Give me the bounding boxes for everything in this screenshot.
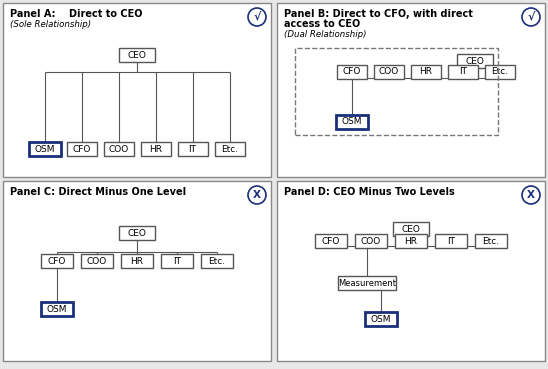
Text: OSM: OSM: [34, 145, 55, 154]
Text: Panel A:    Direct to CEO: Panel A: Direct to CEO: [10, 9, 142, 19]
Text: OSM: OSM: [342, 117, 362, 127]
Text: IT: IT: [459, 68, 467, 76]
FancyBboxPatch shape: [178, 142, 208, 156]
Text: √: √: [253, 11, 261, 21]
Text: COO: COO: [109, 145, 129, 154]
Text: CEO: CEO: [128, 51, 146, 59]
Text: COO: COO: [379, 68, 399, 76]
Text: (Sole Relationship): (Sole Relationship): [10, 20, 91, 29]
FancyBboxPatch shape: [457, 54, 493, 68]
FancyBboxPatch shape: [337, 65, 367, 79]
FancyBboxPatch shape: [411, 65, 441, 79]
Text: HR: HR: [404, 237, 418, 245]
Text: IT: IT: [173, 256, 181, 266]
Text: HR: HR: [420, 68, 432, 76]
FancyBboxPatch shape: [214, 142, 244, 156]
FancyBboxPatch shape: [395, 234, 427, 248]
FancyBboxPatch shape: [315, 234, 347, 248]
Text: IT: IT: [447, 237, 455, 245]
FancyBboxPatch shape: [475, 234, 507, 248]
Text: CFO: CFO: [343, 68, 361, 76]
Text: (Dual Relationship): (Dual Relationship): [284, 30, 367, 39]
FancyBboxPatch shape: [374, 65, 404, 79]
FancyBboxPatch shape: [119, 226, 155, 240]
Text: CEO: CEO: [466, 56, 484, 66]
FancyBboxPatch shape: [277, 3, 545, 177]
Text: X: X: [527, 190, 535, 200]
FancyBboxPatch shape: [3, 181, 271, 361]
FancyBboxPatch shape: [201, 254, 233, 268]
FancyBboxPatch shape: [3, 3, 271, 177]
FancyBboxPatch shape: [485, 65, 515, 79]
Text: Etc.: Etc.: [221, 145, 238, 154]
FancyBboxPatch shape: [365, 312, 397, 326]
Text: Etc.: Etc.: [208, 256, 226, 266]
Text: Measurement: Measurement: [338, 279, 396, 287]
FancyBboxPatch shape: [393, 222, 429, 236]
FancyBboxPatch shape: [28, 142, 60, 156]
Text: HR: HR: [130, 256, 144, 266]
Text: access to CEO: access to CEO: [284, 19, 360, 29]
Text: OSM: OSM: [371, 314, 391, 324]
Text: Panel C: Direct Minus One Level: Panel C: Direct Minus One Level: [10, 187, 186, 197]
FancyBboxPatch shape: [338, 276, 396, 290]
Text: COO: COO: [361, 237, 381, 245]
Text: CEO: CEO: [402, 224, 420, 234]
Text: Panel D: CEO Minus Two Levels: Panel D: CEO Minus Two Levels: [284, 187, 455, 197]
Text: √: √: [527, 11, 535, 21]
FancyBboxPatch shape: [448, 65, 478, 79]
Text: Panel B: Direct to CFO, with direct: Panel B: Direct to CFO, with direct: [284, 9, 473, 19]
FancyBboxPatch shape: [161, 254, 193, 268]
Text: CFO: CFO: [48, 256, 66, 266]
FancyBboxPatch shape: [336, 115, 368, 129]
Text: CFO: CFO: [322, 237, 340, 245]
FancyBboxPatch shape: [435, 234, 467, 248]
Text: OSM: OSM: [47, 304, 67, 314]
FancyBboxPatch shape: [119, 48, 155, 62]
Text: Etc.: Etc.: [482, 237, 500, 245]
FancyBboxPatch shape: [81, 254, 113, 268]
Text: IT: IT: [189, 145, 197, 154]
Text: HR: HR: [149, 145, 162, 154]
FancyBboxPatch shape: [41, 302, 73, 316]
Text: CEO: CEO: [128, 228, 146, 238]
FancyBboxPatch shape: [66, 142, 96, 156]
FancyBboxPatch shape: [355, 234, 387, 248]
Text: COO: COO: [87, 256, 107, 266]
FancyBboxPatch shape: [104, 142, 134, 156]
FancyBboxPatch shape: [277, 181, 545, 361]
FancyBboxPatch shape: [140, 142, 170, 156]
Text: CFO: CFO: [72, 145, 90, 154]
FancyBboxPatch shape: [41, 254, 73, 268]
FancyBboxPatch shape: [121, 254, 153, 268]
Text: X: X: [253, 190, 261, 200]
Text: Etc.: Etc.: [492, 68, 509, 76]
